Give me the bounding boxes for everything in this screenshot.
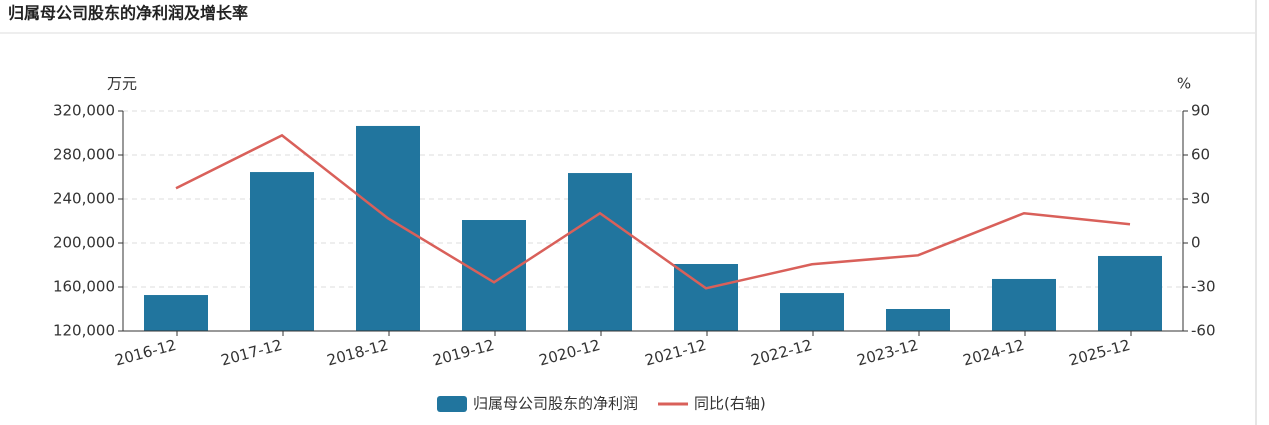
- bar: [674, 264, 738, 331]
- legend-swatch: [437, 396, 467, 412]
- bar: [250, 172, 314, 331]
- y2-axis-label: %: [1177, 75, 1191, 93]
- bar: [992, 278, 1056, 331]
- y-tick-label: 240,000: [53, 190, 115, 208]
- bar: [356, 125, 420, 332]
- legend-label: 同比(右轴): [694, 395, 766, 413]
- line: [175, 133, 1131, 290]
- bar: [780, 293, 844, 331]
- bar: [886, 309, 950, 331]
- x-tick-label: 2017-12: [219, 336, 284, 370]
- y-tick-label: 120,000: [53, 322, 115, 340]
- x-tick-label: 2019-12: [431, 336, 496, 370]
- chart-title: 归属母公司股东的净利润及增长率: [8, 4, 248, 23]
- x-tick-label: 2018-12: [325, 336, 390, 370]
- y2-tick-label: 90: [1191, 102, 1210, 120]
- x-tick-label: 2023-12: [855, 336, 920, 370]
- y-tick-label: 200,000: [53, 234, 115, 252]
- x-tick-label: 2016-12: [113, 336, 178, 370]
- x-tick-label: 2022-12: [749, 336, 814, 370]
- y2-tick-label: 60: [1191, 146, 1210, 164]
- x-tick-label: 2024-12: [961, 336, 1026, 370]
- y2-tick-label: -60: [1191, 322, 1216, 340]
- y2-tick-label: 0: [1191, 234, 1201, 252]
- y2-tick-label: -30: [1191, 278, 1216, 296]
- bar: [1098, 255, 1162, 331]
- y-tick-label: 320,000: [53, 102, 115, 120]
- x-tick-label: 2025-12: [1067, 336, 1132, 370]
- x-tick-label: 2020-12: [537, 336, 602, 370]
- bar: [144, 295, 208, 331]
- y-tick-label: 160,000: [53, 278, 115, 296]
- y2-tick-label: 30: [1191, 190, 1210, 208]
- bar: [568, 173, 632, 331]
- x-tick-label: 2021-12: [643, 336, 708, 370]
- y-tick-label: 280,000: [53, 146, 115, 164]
- bar: [462, 220, 526, 331]
- legend-label: 归属母公司股东的净利润: [473, 395, 638, 413]
- y-axis-label: 万元: [107, 75, 137, 93]
